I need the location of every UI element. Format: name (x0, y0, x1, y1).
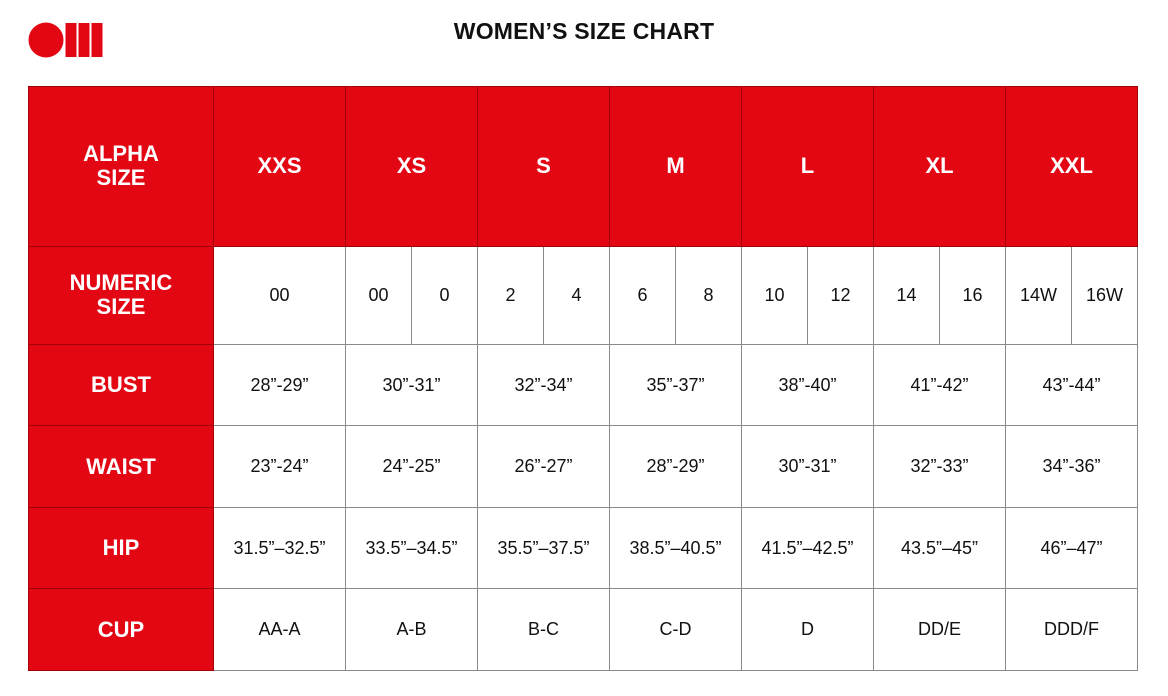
table-cell: 30”-31” (741, 425, 874, 508)
table-cell: 26”-27” (477, 425, 610, 508)
alpha-size-header: M (609, 86, 742, 247)
row-label: HIP (28, 506, 214, 590)
table-cell: 00 (213, 245, 346, 345)
size-chart-table: ALPHA SIZE XXS XS S M L XL XXL NUMERIC SIZE 00 00 0… (28, 86, 1138, 671)
numeric-size-value: 14W (1019, 284, 1057, 305)
alpha-size-header: XL (873, 86, 1006, 247)
numeric-size-value: 16 (939, 246, 1005, 344)
row-label-text: WAIST (86, 453, 156, 479)
table-row: WAIST 23”-24” 24”-25” 26”-27” 28”-29” 30”-31”… (28, 425, 1138, 508)
table-row: HIP 31.5”–32.5” 33.5”–34.5” 35.5”–37.5” 38.5… (28, 506, 1138, 590)
table-cell: 38”-40” (741, 343, 874, 427)
alpha-size-header: XXS (213, 86, 346, 247)
table-cell: 46”–47” (1005, 506, 1138, 590)
table-cell: B-C (477, 588, 610, 671)
table-cell: 43.5”–45” (873, 506, 1006, 590)
alpha-size-header: XS (345, 86, 478, 247)
table-cell: 23”-24” (213, 425, 346, 508)
brand-logo (28, 22, 103, 58)
row-label: NUMERIC SIZE (28, 245, 214, 345)
alpha-size-header: L (741, 86, 874, 247)
header-row: ALPHA SIZE XXS XS S M L XL XXL (28, 86, 1138, 247)
table-cell: 41.5”–42.5” (741, 506, 874, 590)
table-cell: 43”-44” (1005, 343, 1138, 427)
numeric-size-value: 6 (637, 284, 648, 305)
table-cell: 32”-34” (477, 343, 610, 427)
table-cell: 41”-42” (873, 343, 1006, 427)
table-cell: 28”-29” (213, 343, 346, 427)
numeric-size-value: 0 (411, 246, 477, 344)
row-label: BUST (28, 343, 214, 427)
row-label: CUP (28, 588, 214, 671)
table-cell: 14 16 (873, 245, 1006, 345)
row-label-text: CUP (97, 616, 145, 642)
numeric-size-value: 16W (1071, 246, 1137, 344)
numeric-size-value: 12 (807, 246, 873, 344)
table-cell: 31.5”–32.5” (213, 506, 346, 590)
table-row: NUMERIC SIZE 00 00 0 2 4 6 8 10 12 14 16 14W 16W (28, 245, 1138, 345)
row-label-text: BUST (91, 372, 151, 398)
corner-label-text: ALPHA SIZE (83, 141, 159, 191)
table-cell: 00 0 (345, 245, 478, 345)
table-cell: 34”-36” (1005, 425, 1138, 508)
table-cell: 35”-37” (609, 343, 742, 427)
table-cell: 28”-29” (609, 425, 742, 508)
table-cell: 33.5”–34.5” (345, 506, 478, 590)
table-cell: A-B (345, 588, 478, 671)
table-row: CUP AA-A A-B B-C C-D D DD/E DDD/F (28, 588, 1138, 671)
numeric-size-value: 2 (505, 284, 516, 305)
numeric-size-value: 4 (543, 246, 609, 344)
table-cell: DD/E (873, 588, 1006, 671)
table-cell: 24”-25” (345, 425, 478, 508)
corner-label: ALPHA SIZE (28, 86, 214, 247)
alpha-size-header: XXL (1005, 86, 1138, 247)
alpha-size-header: S (477, 86, 610, 247)
table-cell: D (741, 588, 874, 671)
numeric-size-value: 10 (764, 284, 785, 305)
numeric-size-value: 8 (675, 246, 741, 344)
row-label-text: NUMERIC SIZE (69, 270, 173, 320)
table-cell: 30”-31” (345, 343, 478, 427)
table-cell: AA-A (213, 588, 346, 671)
page-title: WOMEN’S SIZE CHART (453, 18, 715, 44)
table-cell: C-D (609, 588, 742, 671)
numeric-size-value: 00 (368, 284, 389, 305)
table-cell: 38.5”–40.5” (609, 506, 742, 590)
table-cell: 10 12 (741, 245, 874, 345)
table-cell: 35.5”–37.5” (477, 506, 610, 590)
table-row: BUST 28”-29” 30”-31” 32”-34” 35”-37” 38”-40” 4… (28, 343, 1138, 427)
table-cell: 14W 16W (1005, 245, 1138, 345)
table-cell: DDD/F (1005, 588, 1138, 671)
numeric-size-value: 14 (896, 284, 917, 305)
table-cell: 32”-33” (873, 425, 1006, 508)
row-label-text: HIP (102, 535, 140, 561)
row-label: WAIST (28, 425, 214, 508)
